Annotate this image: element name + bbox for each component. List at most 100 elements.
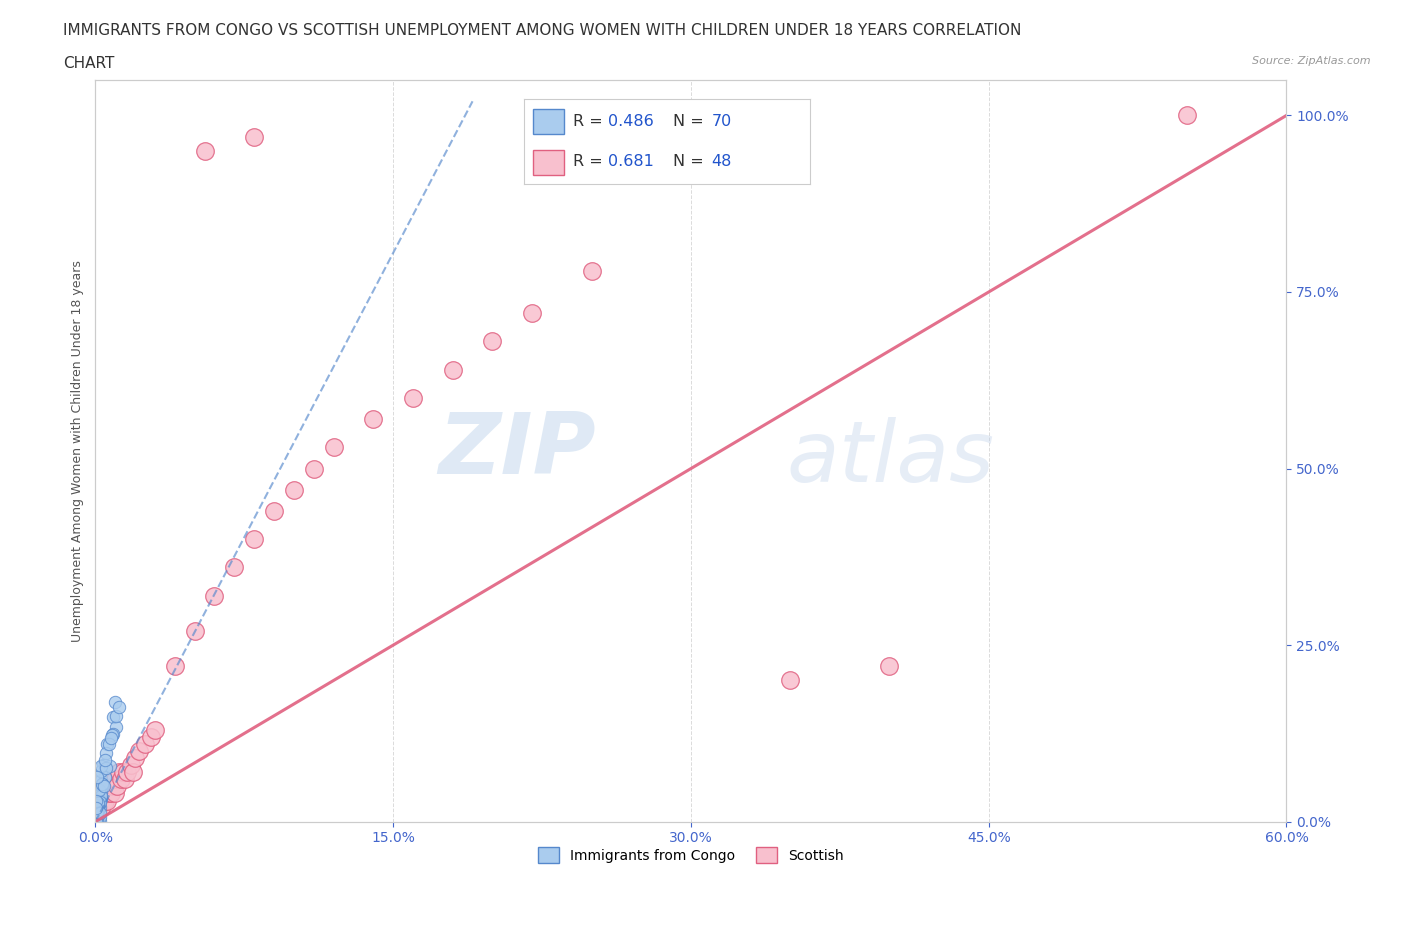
Point [87, 789, 110, 804]
Point [86, 814, 108, 829]
Point [91, 793, 114, 808]
Point [204, 589, 226, 604]
Point [120, 758, 142, 773]
Text: Source: ZipAtlas.com: Source: ZipAtlas.com [1253, 56, 1371, 66]
Point [94, 757, 117, 772]
Point [224, 560, 246, 575]
Point [93, 770, 115, 785]
Point [91, 758, 114, 773]
Point [1175, 108, 1198, 123]
Point [96, 779, 118, 794]
Point [84, 814, 107, 829]
Point [104, 772, 127, 787]
Point [122, 764, 145, 779]
Point [86, 781, 108, 796]
Point [86, 814, 108, 829]
Point [98, 786, 121, 801]
Point [105, 779, 128, 794]
Point [581, 263, 603, 278]
Point [128, 744, 150, 759]
Point [90, 772, 112, 787]
Point [108, 700, 131, 715]
Point [322, 440, 344, 455]
Point [84, 801, 107, 816]
Point [86, 788, 108, 803]
Point [98, 779, 121, 794]
Point [86, 803, 108, 817]
Point [86, 813, 108, 828]
Point [87, 782, 110, 797]
Point [87, 796, 110, 811]
Point [89, 800, 111, 815]
Point [402, 391, 425, 405]
Point [87, 809, 110, 824]
Point [86, 810, 108, 825]
Point [90, 800, 112, 815]
Point [86, 814, 108, 829]
Point [84, 793, 107, 808]
Point [90, 759, 112, 774]
Point [93, 778, 115, 793]
Point [103, 710, 125, 724]
Point [441, 363, 464, 378]
Point [879, 659, 901, 674]
Point [86, 798, 108, 813]
Text: IMMIGRANTS FROM CONGO VS SCOTTISH UNEMPLOYMENT AMONG WOMEN WITH CHILDREN UNDER 1: IMMIGRANTS FROM CONGO VS SCOTTISH UNEMPL… [63, 23, 1022, 38]
Point [779, 673, 801, 688]
Point [481, 334, 503, 349]
Point [143, 723, 166, 737]
Text: ZIP: ZIP [439, 409, 596, 492]
Point [90, 776, 112, 790]
Point [361, 412, 384, 427]
Y-axis label: Unemployment Among Women with Children Under 18 years: Unemployment Among Women with Children U… [72, 260, 84, 642]
Point [94, 793, 117, 808]
Point [96, 793, 118, 808]
Point [86, 804, 108, 819]
Point [84, 808, 107, 823]
Point [104, 786, 127, 801]
Point [87, 793, 110, 808]
Point [84, 788, 107, 803]
Point [243, 532, 266, 547]
Point [84, 808, 107, 823]
Point [86, 808, 108, 823]
Point [84, 814, 107, 829]
Point [163, 659, 186, 674]
Point [94, 752, 117, 767]
Point [91, 777, 114, 792]
Point [89, 814, 111, 829]
Point [183, 624, 205, 639]
Point [97, 737, 120, 751]
Point [86, 814, 108, 829]
Point [84, 808, 107, 823]
Point [114, 772, 136, 787]
Point [90, 764, 112, 778]
Point [89, 797, 111, 812]
Point [84, 804, 107, 818]
Point [283, 483, 305, 498]
Point [139, 729, 162, 744]
Point [89, 794, 111, 809]
Text: CHART: CHART [63, 56, 115, 71]
Point [87, 791, 110, 806]
Point [110, 772, 132, 787]
Point [263, 503, 285, 518]
Point [520, 306, 543, 321]
Point [100, 772, 122, 787]
Point [86, 769, 108, 784]
Point [108, 764, 131, 779]
Point [101, 727, 124, 742]
Point [124, 751, 146, 765]
Point [86, 809, 108, 824]
Point [103, 779, 125, 794]
Point [86, 803, 108, 817]
Point [91, 786, 114, 801]
Point [101, 727, 124, 742]
Point [90, 791, 112, 806]
Point [86, 801, 108, 816]
Point [94, 786, 117, 801]
Point [91, 777, 114, 791]
Point [243, 129, 266, 144]
Point [98, 759, 121, 774]
Point [105, 708, 128, 723]
